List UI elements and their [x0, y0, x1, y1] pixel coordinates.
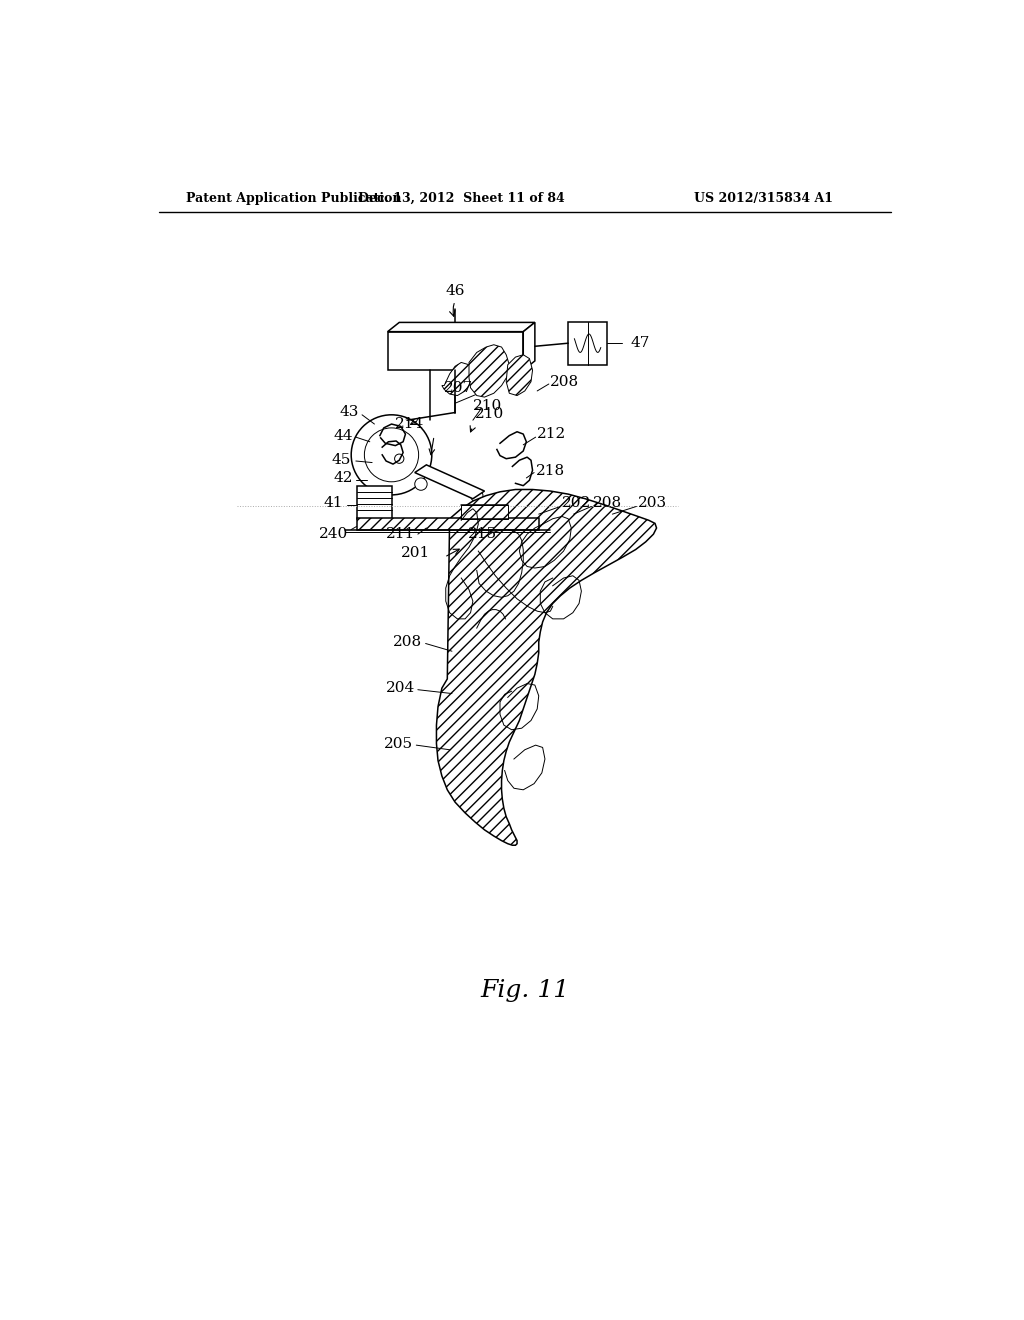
Polygon shape [388, 322, 535, 331]
Text: 208: 208 [393, 635, 423, 649]
Polygon shape [523, 322, 535, 370]
Circle shape [471, 490, 483, 502]
Text: 211: 211 [385, 527, 415, 541]
Text: 42: 42 [333, 471, 352, 484]
Text: 204: 204 [385, 681, 415, 696]
Circle shape [394, 454, 403, 463]
Polygon shape [469, 345, 509, 397]
Text: 43: 43 [340, 405, 359, 420]
Text: 208: 208 [593, 496, 623, 511]
Text: US 2012/315834 A1: US 2012/315834 A1 [694, 191, 833, 205]
Polygon shape [568, 322, 607, 364]
Circle shape [351, 414, 432, 495]
Text: 205: 205 [384, 737, 414, 751]
Circle shape [415, 478, 427, 490]
Text: 202: 202 [562, 496, 591, 511]
Text: 41: 41 [324, 496, 343, 511]
Text: 218: 218 [536, 465, 565, 478]
Text: Patent Application Publication: Patent Application Publication [186, 191, 401, 205]
Text: 44: 44 [333, 429, 352, 442]
Polygon shape [436, 490, 656, 845]
Text: 47: 47 [630, 337, 649, 350]
Text: 215: 215 [467, 527, 497, 541]
Polygon shape [388, 331, 523, 370]
Text: 45: 45 [332, 453, 351, 467]
Circle shape [365, 428, 419, 482]
Polygon shape [506, 355, 532, 396]
Text: 207: 207 [443, 381, 473, 395]
Text: 203: 203 [638, 496, 667, 511]
Polygon shape [356, 517, 539, 529]
Text: Dec. 13, 2012  Sheet 11 of 84: Dec. 13, 2012 Sheet 11 of 84 [357, 191, 564, 205]
Polygon shape [356, 486, 391, 519]
Text: 240: 240 [318, 527, 348, 541]
Text: 201: 201 [401, 545, 430, 560]
Text: Fig. 11: Fig. 11 [480, 978, 569, 1002]
Polygon shape [415, 465, 484, 499]
Text: 210: 210 [473, 400, 502, 413]
Text: 208: 208 [550, 375, 580, 388]
Text: 214: 214 [395, 417, 424, 432]
Text: 212: 212 [538, 428, 566, 441]
Polygon shape [442, 363, 473, 396]
Text: 210: 210 [475, 407, 505, 421]
Polygon shape [461, 506, 508, 519]
Text: 46: 46 [445, 284, 465, 298]
